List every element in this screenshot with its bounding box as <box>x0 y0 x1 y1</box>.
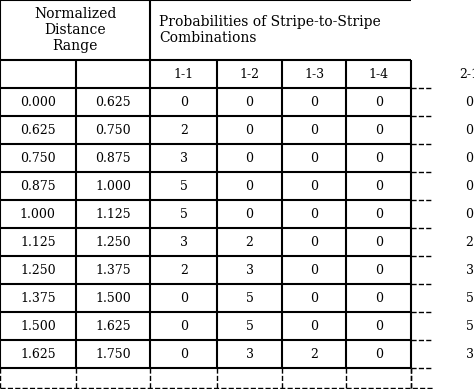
Text: 5: 5 <box>180 180 188 193</box>
Text: 5: 5 <box>180 208 188 221</box>
Text: 0: 0 <box>310 180 318 193</box>
Text: 1.000: 1.000 <box>95 180 131 193</box>
Text: 1.500: 1.500 <box>20 319 56 333</box>
Text: 0: 0 <box>310 124 318 137</box>
Text: 3: 3 <box>465 263 474 277</box>
Text: 0.750: 0.750 <box>95 124 131 137</box>
Text: 0.750: 0.750 <box>20 152 55 165</box>
Text: 0: 0 <box>375 96 383 109</box>
Text: 1.625: 1.625 <box>20 347 55 361</box>
Text: 0: 0 <box>375 319 383 333</box>
Text: 0: 0 <box>246 124 254 137</box>
Text: 0: 0 <box>375 347 383 361</box>
Text: 1.250: 1.250 <box>20 263 55 277</box>
Text: 0: 0 <box>180 319 188 333</box>
Text: 2: 2 <box>180 263 188 277</box>
Text: 0: 0 <box>180 291 188 305</box>
Text: 1-2: 1-2 <box>239 68 259 81</box>
Text: 3: 3 <box>246 347 254 361</box>
Text: 0: 0 <box>375 235 383 249</box>
Text: Probabilities of Stripe-to-Stripe
Combinations: Probabilities of Stripe-to-Stripe Combin… <box>159 15 381 45</box>
Text: 0: 0 <box>375 291 383 305</box>
Text: 0: 0 <box>375 180 383 193</box>
Text: 5: 5 <box>465 291 474 305</box>
Text: 2: 2 <box>180 124 188 137</box>
Text: 1.125: 1.125 <box>20 235 55 249</box>
Text: 0.000: 0.000 <box>20 96 56 109</box>
Text: 1.125: 1.125 <box>95 208 131 221</box>
Text: 2: 2 <box>246 235 254 249</box>
Text: 3: 3 <box>180 235 188 249</box>
Text: 0: 0 <box>465 208 474 221</box>
Text: 2-1: 2-1 <box>459 68 474 81</box>
Text: 2: 2 <box>465 235 474 249</box>
Text: 0: 0 <box>465 152 474 165</box>
Text: 0: 0 <box>310 263 318 277</box>
Text: 0: 0 <box>375 152 383 165</box>
Text: 0: 0 <box>246 180 254 193</box>
Text: 0: 0 <box>310 291 318 305</box>
Text: 0: 0 <box>180 96 188 109</box>
Text: 1.000: 1.000 <box>20 208 56 221</box>
Text: 1.375: 1.375 <box>20 291 55 305</box>
Text: 0: 0 <box>375 263 383 277</box>
Text: 3: 3 <box>180 152 188 165</box>
Text: 0: 0 <box>465 180 474 193</box>
Text: 0: 0 <box>180 347 188 361</box>
Text: 0: 0 <box>310 96 318 109</box>
Text: 3: 3 <box>246 263 254 277</box>
Text: 1.250: 1.250 <box>95 235 131 249</box>
Text: 0: 0 <box>375 208 383 221</box>
Text: 0: 0 <box>246 96 254 109</box>
Text: 1.750: 1.750 <box>95 347 131 361</box>
Text: 0.625: 0.625 <box>20 124 55 137</box>
Text: 0: 0 <box>465 96 474 109</box>
Text: 0: 0 <box>310 152 318 165</box>
Text: 5: 5 <box>465 319 474 333</box>
Text: 1.500: 1.500 <box>95 291 131 305</box>
Text: Normalized
Distance
Range: Normalized Distance Range <box>34 7 117 53</box>
Text: 2: 2 <box>310 347 318 361</box>
Text: 5: 5 <box>246 319 254 333</box>
Text: 0.875: 0.875 <box>95 152 131 165</box>
Text: 1.625: 1.625 <box>95 319 131 333</box>
Text: 0: 0 <box>246 152 254 165</box>
Text: 1-1: 1-1 <box>174 68 194 81</box>
Text: 1-3: 1-3 <box>304 68 324 81</box>
Text: 0.625: 0.625 <box>95 96 131 109</box>
Text: 5: 5 <box>246 291 254 305</box>
Text: 0: 0 <box>375 124 383 137</box>
Text: 0: 0 <box>465 124 474 137</box>
Text: 0: 0 <box>246 208 254 221</box>
Text: 1-4: 1-4 <box>369 68 389 81</box>
Text: 0: 0 <box>310 319 318 333</box>
Text: 0.875: 0.875 <box>20 180 55 193</box>
Text: 0: 0 <box>310 235 318 249</box>
Text: 3: 3 <box>465 347 474 361</box>
Text: 1.375: 1.375 <box>95 263 131 277</box>
Text: 0: 0 <box>310 208 318 221</box>
